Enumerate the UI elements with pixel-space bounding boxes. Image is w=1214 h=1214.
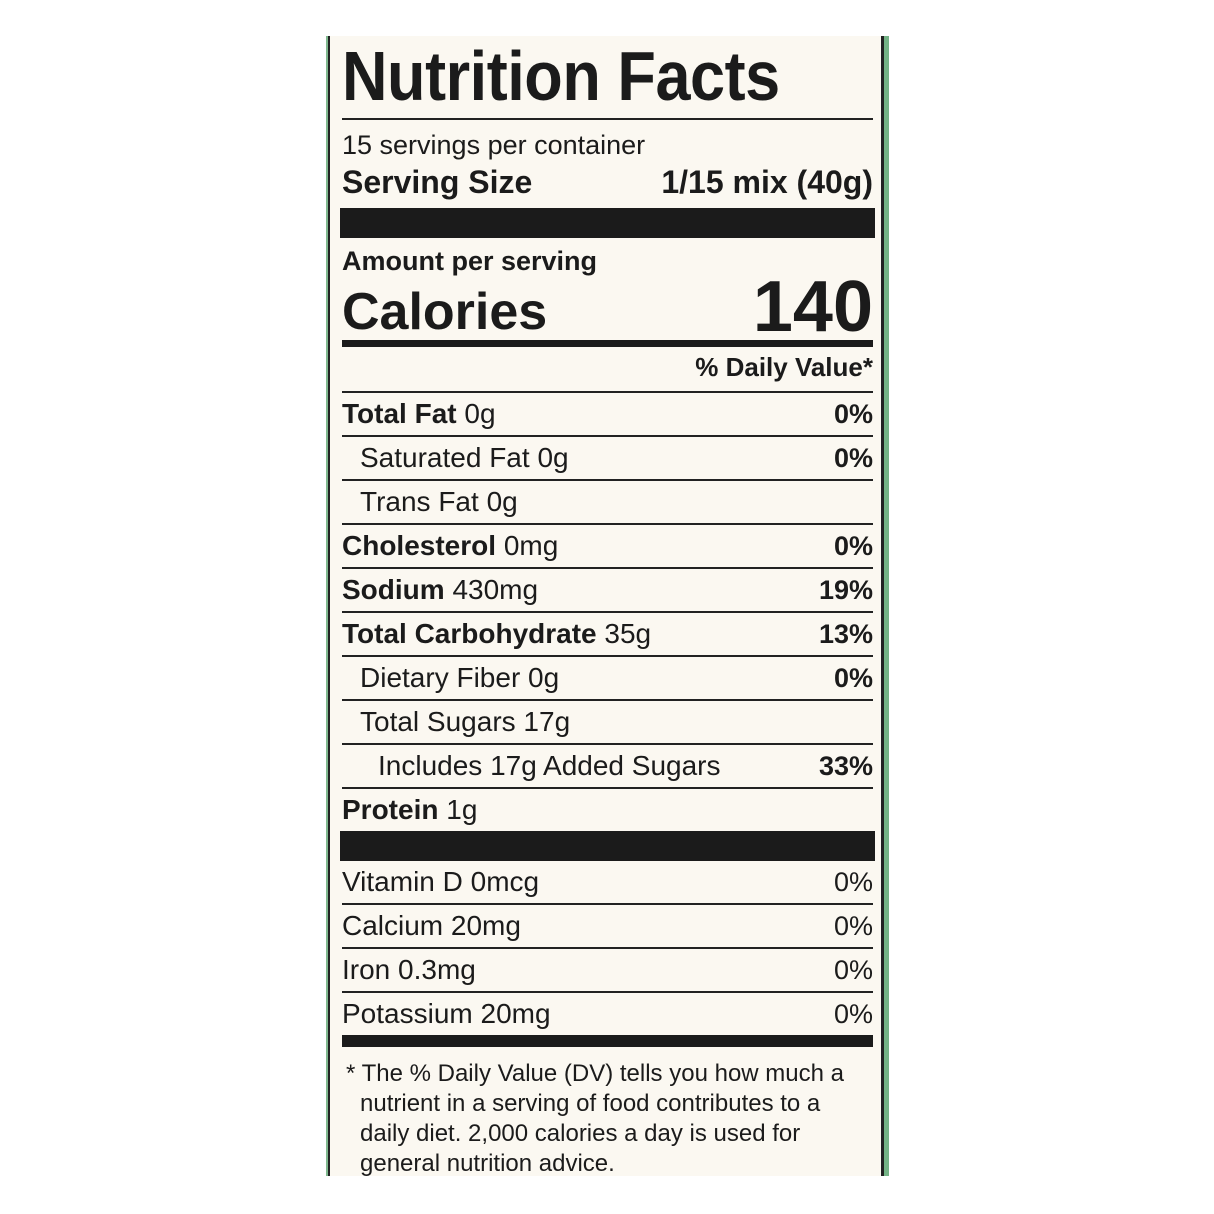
nutrients-7-name: Total Sugars <box>360 706 516 737</box>
nutrient-row-saturated-fat: Saturated Fat 0g 0% <box>342 437 873 481</box>
daily-value-header: % Daily Value* <box>342 347 873 393</box>
package-background: Nutrition Facts 15 servings per containe… <box>326 36 889 1179</box>
micronutrients-3-dv: 0% <box>833 998 873 1029</box>
micronutrient-list: Vitamin D 0mcg 0% Calcium 20mg 0% Iron 0.3… <box>342 861 873 1035</box>
nutrients-6-amount: 0g <box>528 662 560 693</box>
nutrient-row-total-carbohydrate: Total Carbohydrate 35g 13% <box>342 613 873 657</box>
nutrients-5-dv: 13% <box>818 618 873 649</box>
nutrients-7-amount: 17g <box>523 706 571 737</box>
nutrient-row-trans-fat: Trans Fat 0g <box>342 481 873 525</box>
nutrient-row-sodium: Sodium 430mg 19% <box>342 569 873 613</box>
nutrient-row-cholesterol: Cholesterol 0mg 0% <box>342 525 873 569</box>
nutrients-5-name: Total Carbohydrate <box>342 618 597 649</box>
calories-value: 140 <box>752 267 873 347</box>
nutrients-4-name: Sodium <box>342 574 445 605</box>
micronutrient-row-iron: Iron 0.3mg 0% <box>342 949 873 993</box>
micronutrients-1-dv: 0% <box>833 910 873 941</box>
micronutrient-row-vitamin-d: Vitamin D 0mcg 0% <box>342 861 873 905</box>
nutrients-4-amount: 430mg <box>452 574 539 605</box>
nutrient-row-added-sugars: Includes 17g Added Sugars 33% <box>342 745 873 789</box>
micronutrients-1-text: Calcium 20mg <box>342 910 521 941</box>
nutrient-row-protein: Protein 1g <box>342 789 873 831</box>
nutrients-1-name: Saturated Fat <box>360 442 530 473</box>
nutrients-4-dv: 19% <box>818 574 873 605</box>
serving-size-value: 1/15 mix (40g) <box>661 164 873 200</box>
divider <box>342 118 873 120</box>
thick-divider <box>340 208 875 238</box>
medium-divider <box>342 340 873 347</box>
nutrients-0-dv: 0% <box>833 398 873 429</box>
nutrients-0-name: Total Fat <box>342 398 457 429</box>
nutrients-8-dv: 33% <box>818 750 873 781</box>
nutrients-9-name: Protein <box>342 794 439 825</box>
label-title: Nutrition Facts <box>342 37 780 115</box>
nutrients-6-name: Dietary Fiber <box>360 662 521 693</box>
micronutrients-0-dv: 0% <box>833 866 873 897</box>
micronutrient-row-calcium: Calcium 20mg 0% <box>342 905 873 949</box>
calories-row: Calories 140 <box>342 267 873 347</box>
nutrient-list: Total Fat 0g 0% Saturated Fat 0g 0% Trans … <box>342 393 873 831</box>
micronutrient-row-potassium: Potassium 20mg 0% <box>342 993 873 1035</box>
nutrients-3-amount: 0mg <box>503 530 559 561</box>
micronutrients-2-text: Iron 0.3mg <box>342 954 476 985</box>
servings-per-container: 15 servings per container <box>342 130 646 160</box>
micronutrients-2-dv: 0% <box>833 954 873 985</box>
micronutrients-3-text: Potassium 20mg <box>342 998 551 1029</box>
nutrients-8-name: Includes 17g Added Sugars <box>378 750 721 781</box>
nutrients-3-dv: 0% <box>833 530 873 561</box>
medium-divider <box>342 1035 873 1047</box>
calories-label: Calories <box>342 283 548 341</box>
footnote: * The % Daily Value (DV) tells you how m… <box>342 1047 873 1179</box>
serving-size: Serving Size 1/15 mix (40g) <box>342 162 873 208</box>
nutrient-row-total-fat: Total Fat 0g 0% <box>342 393 873 437</box>
footnote: * The % Daily Value (DV) tells you how m… <box>346 1060 844 1177</box>
nutrients-2-amount: 0g <box>486 486 518 517</box>
nutrients-0-amount: 0g <box>464 398 496 429</box>
nutrients-1-amount: 0g <box>537 442 569 473</box>
nutrients-3-name: Cholesterol <box>342 530 497 561</box>
nutrients-6-dv: 0% <box>833 662 873 693</box>
nutrient-row-dietary-fiber: Dietary Fiber 0g 0% <box>342 657 873 701</box>
micronutrients-0-text: Vitamin D 0mcg <box>342 866 540 897</box>
nutrients-9-amount: 1g <box>446 794 478 825</box>
amount-per-serving: Amount per serving <box>342 246 598 276</box>
nutrients-2-name: Trans Fat <box>360 486 479 517</box>
nutrients-5-amount: 35g <box>604 618 652 649</box>
nutrients-1-dv: 0% <box>833 442 873 473</box>
thick-divider <box>340 831 875 861</box>
nutrient-row-total-sugars: Total Sugars 17g <box>342 701 873 745</box>
serving-size-label: Serving Size <box>342 164 533 200</box>
nutrition-facts-label: Nutrition Facts 15 servings per containe… <box>328 36 884 1179</box>
